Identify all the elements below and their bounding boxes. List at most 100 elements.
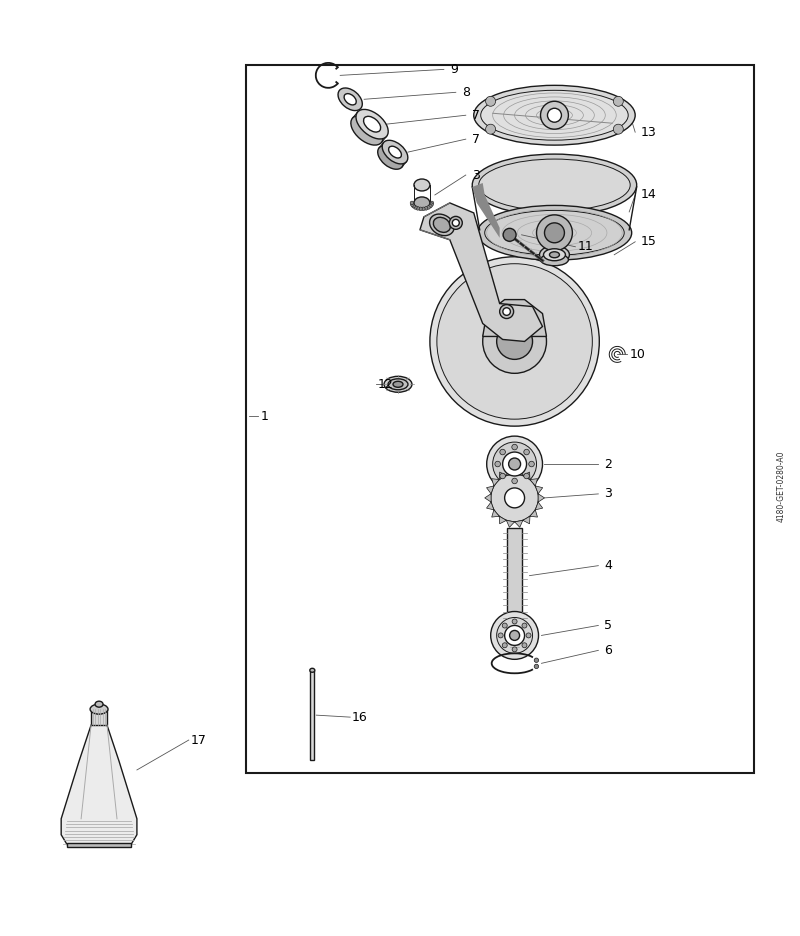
Circle shape xyxy=(541,101,569,129)
Text: 9: 9 xyxy=(450,63,458,76)
Ellipse shape xyxy=(95,701,103,708)
Text: 8: 8 xyxy=(462,86,470,99)
Circle shape xyxy=(498,633,503,638)
Circle shape xyxy=(502,452,526,476)
Polygon shape xyxy=(482,300,546,336)
Circle shape xyxy=(493,442,537,486)
Ellipse shape xyxy=(384,376,412,392)
Circle shape xyxy=(486,124,495,134)
Text: 13: 13 xyxy=(641,125,657,139)
Bar xyxy=(510,636,518,648)
Circle shape xyxy=(412,204,415,208)
Polygon shape xyxy=(420,203,542,342)
Circle shape xyxy=(524,449,530,455)
Text: 7: 7 xyxy=(472,109,480,122)
Circle shape xyxy=(614,124,623,134)
Circle shape xyxy=(490,611,538,659)
Circle shape xyxy=(410,203,414,207)
Text: 6: 6 xyxy=(604,644,612,657)
Text: 3: 3 xyxy=(604,488,612,501)
Circle shape xyxy=(426,206,430,210)
Circle shape xyxy=(450,216,462,229)
Circle shape xyxy=(545,223,565,242)
Text: 4180-GET-0280-A0: 4180-GET-0280-A0 xyxy=(776,450,785,521)
Polygon shape xyxy=(514,520,522,527)
Circle shape xyxy=(490,474,538,521)
Text: 16: 16 xyxy=(352,710,368,724)
Polygon shape xyxy=(535,486,542,494)
Circle shape xyxy=(424,207,428,211)
Ellipse shape xyxy=(539,246,570,264)
Circle shape xyxy=(526,633,531,638)
Polygon shape xyxy=(506,468,514,475)
Polygon shape xyxy=(485,494,491,502)
Circle shape xyxy=(522,623,527,628)
Circle shape xyxy=(430,203,434,207)
Text: 17: 17 xyxy=(190,734,206,747)
Polygon shape xyxy=(499,472,506,479)
Bar xyxy=(91,709,107,725)
Ellipse shape xyxy=(543,249,566,261)
Circle shape xyxy=(502,643,507,648)
Circle shape xyxy=(524,474,530,479)
Polygon shape xyxy=(530,478,538,486)
Circle shape xyxy=(482,310,546,373)
Ellipse shape xyxy=(382,140,408,164)
Text: 2: 2 xyxy=(604,458,612,471)
Ellipse shape xyxy=(388,379,408,389)
Bar xyxy=(246,66,754,773)
Polygon shape xyxy=(538,494,545,502)
Circle shape xyxy=(497,618,533,653)
Circle shape xyxy=(422,207,425,211)
Ellipse shape xyxy=(472,154,637,216)
Polygon shape xyxy=(522,472,530,479)
Circle shape xyxy=(500,449,506,455)
Ellipse shape xyxy=(378,146,403,169)
Ellipse shape xyxy=(344,94,356,105)
Ellipse shape xyxy=(478,205,632,260)
Text: 3: 3 xyxy=(472,168,480,182)
Ellipse shape xyxy=(351,115,383,145)
Polygon shape xyxy=(499,517,506,524)
Circle shape xyxy=(534,665,538,668)
Circle shape xyxy=(437,264,592,419)
Circle shape xyxy=(509,458,521,470)
Polygon shape xyxy=(492,510,499,517)
Circle shape xyxy=(547,109,562,123)
Ellipse shape xyxy=(414,197,430,209)
Circle shape xyxy=(500,474,506,479)
Polygon shape xyxy=(514,468,522,475)
Text: 4: 4 xyxy=(604,559,612,572)
Circle shape xyxy=(522,643,527,648)
Text: 10: 10 xyxy=(630,348,645,361)
Circle shape xyxy=(512,478,518,484)
Bar xyxy=(310,670,314,760)
Circle shape xyxy=(512,445,518,450)
Text: 5: 5 xyxy=(604,619,612,632)
Ellipse shape xyxy=(389,146,402,158)
Polygon shape xyxy=(535,502,542,510)
Polygon shape xyxy=(522,517,530,524)
Circle shape xyxy=(486,96,495,107)
Ellipse shape xyxy=(338,88,362,110)
Ellipse shape xyxy=(434,217,450,232)
Ellipse shape xyxy=(356,110,388,139)
Text: 1: 1 xyxy=(261,410,268,423)
Ellipse shape xyxy=(363,116,381,132)
Ellipse shape xyxy=(481,90,628,140)
Bar xyxy=(67,842,131,847)
Polygon shape xyxy=(530,510,538,517)
Polygon shape xyxy=(486,486,494,494)
Text: 12: 12 xyxy=(378,378,394,391)
Ellipse shape xyxy=(474,85,635,145)
Circle shape xyxy=(452,219,459,227)
Circle shape xyxy=(410,201,414,205)
Circle shape xyxy=(414,206,417,210)
Circle shape xyxy=(503,308,510,315)
Circle shape xyxy=(512,647,517,651)
Circle shape xyxy=(503,228,516,241)
Circle shape xyxy=(510,631,519,640)
Ellipse shape xyxy=(541,254,569,266)
Polygon shape xyxy=(472,183,500,238)
Circle shape xyxy=(537,215,572,251)
